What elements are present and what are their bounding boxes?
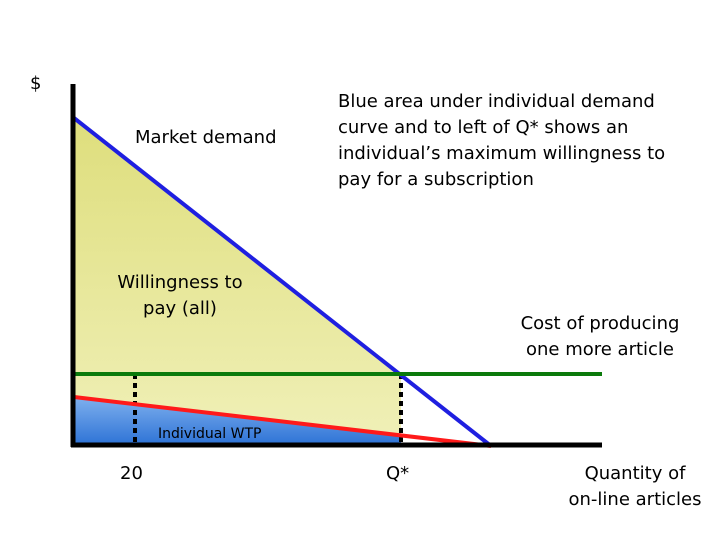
wtp-all-label-line1: Willingness to — [117, 272, 243, 293]
individual-wtp-label: Individual WTP — [158, 426, 262, 442]
cost-label-line1: Cost of producing — [520, 313, 680, 334]
annotation-line3: individual’s maximum willingness to — [338, 143, 666, 164]
individual-wtp-area — [74, 397, 401, 444]
individual-demand-curve — [73, 395, 492, 448]
x-axis-label-line2: on-line articles — [568, 489, 702, 510]
annotation-line4: pay for a subscription — [338, 169, 534, 190]
x-axis-label-line1: Quantity of — [584, 463, 686, 484]
wtp-all-label-line2: pay (all) — [143, 298, 217, 319]
tick-label-20: 20 — [120, 463, 143, 484]
annotation-line2: curve and to left of Q* shows an — [338, 117, 629, 138]
annotation-line1: Blue area under individual demand — [338, 91, 655, 112]
willingness-area — [74, 118, 401, 444]
y-axis-label: $ — [30, 73, 42, 94]
market-demand-curve — [72, 116, 493, 448]
tick-label-qstar: Q* — [386, 463, 410, 484]
market-demand-label: Market demand — [135, 127, 277, 148]
cost-label-line2: one more article — [525, 339, 675, 360]
